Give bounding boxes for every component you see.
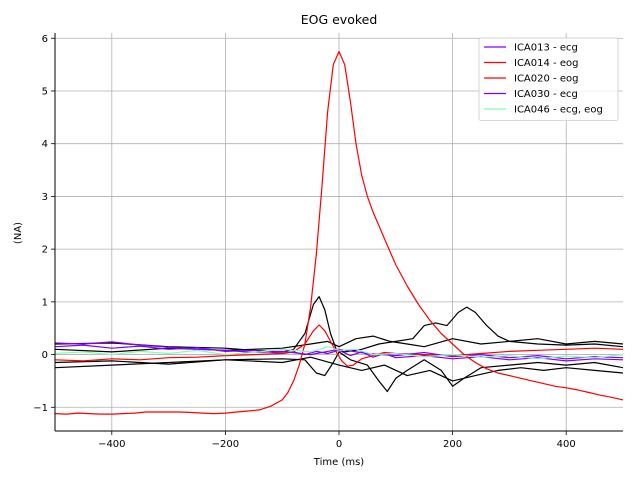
- plot-area: [54, 50, 624, 415]
- series-line-ica020-eog: [54, 324, 624, 367]
- legend-entry: ICA014 - eog: [514, 58, 578, 69]
- x-tick-label: 0: [336, 439, 342, 450]
- series-line-unlabeled: [54, 351, 624, 393]
- y-tick-label: 6: [42, 34, 48, 45]
- y-axis-label: (NA): [13, 222, 24, 244]
- x-axis-label: Time (ms): [313, 457, 365, 468]
- series-line-ica046-ecg-eog: [54, 346, 624, 360]
- series-line-unlabeled: [54, 335, 624, 353]
- x-tick-label: −200: [212, 439, 239, 450]
- legend-entry: ICA046 - ecg, eog: [514, 105, 603, 116]
- legend: ICA013 - ecg ICA014 - eog ICA020 - eog ICA0…: [478, 37, 619, 121]
- legend-entry: ICA030 - ecg: [514, 89, 578, 100]
- legend-entry: ICA013 - ecg: [514, 43, 578, 54]
- x-tick-label: 200: [443, 439, 462, 450]
- axes: −400 −200 0 200 400 −1 0 1 2 3 4 5 6: [33, 33, 623, 450]
- y-tick-label: −1: [33, 403, 48, 414]
- x-tick-label: −400: [98, 439, 125, 450]
- y-tick-label: 2: [42, 245, 48, 256]
- series-line-unlabeled: [54, 356, 624, 382]
- chart-title: EOG evoked: [301, 12, 378, 27]
- y-tick-label: 5: [42, 86, 48, 97]
- legend-entry: ICA020 - eog: [514, 74, 578, 85]
- x-tick-label: 400: [557, 439, 576, 450]
- y-tick-label: 4: [42, 139, 48, 150]
- y-tick-label: 1: [42, 297, 48, 308]
- y-tick-label: 0: [42, 350, 48, 361]
- y-tick-label: 3: [42, 192, 48, 203]
- series-line-ica030-ecg: [54, 341, 624, 360]
- series-line-ica014-eog: [54, 50, 624, 415]
- legend-box: [478, 37, 619, 121]
